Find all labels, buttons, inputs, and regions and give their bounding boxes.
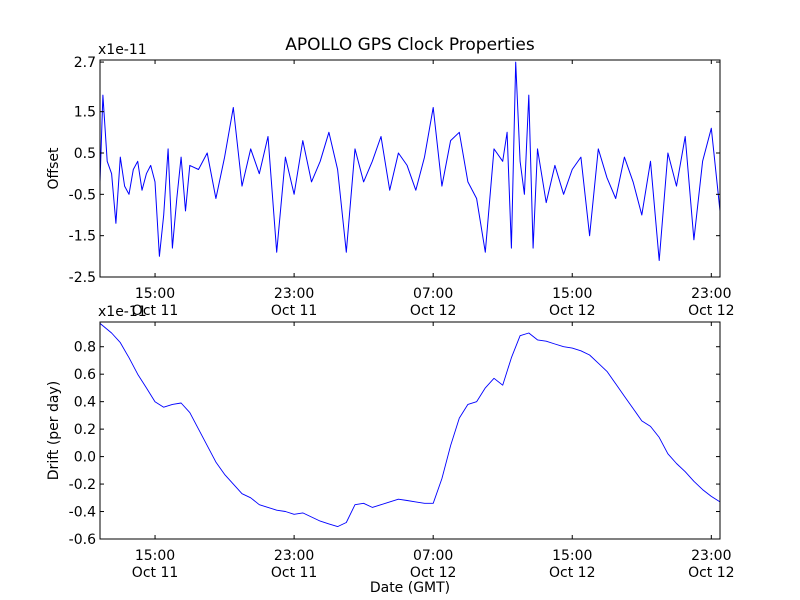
drift-ytick-label: -0.2 (69, 477, 96, 493)
drift-xtick-label: Oct 12 (410, 565, 456, 581)
offset-xtick-label: Oct 12 (688, 303, 734, 319)
offset-axes-frame (99, 59, 721, 278)
offset-ytick-label: 0.5 (74, 146, 96, 162)
offset-ytick-label: -0.5 (69, 187, 96, 203)
offset-xtick-label: 07:00 (413, 286, 453, 302)
offset-series-line (99, 61, 721, 261)
drift-xtick-label: 07:00 (413, 548, 453, 564)
figure-title: APOLLO GPS Clock Properties (285, 35, 535, 55)
drift-ytick-label: -0.4 (69, 505, 96, 521)
drift-ytick-label: -0.6 (69, 532, 96, 548)
offset-ylabel: Offset (46, 147, 62, 190)
drift-xtick-label: Oct 12 (549, 565, 595, 581)
drift-ylabel: Drift (per day) (46, 381, 62, 480)
drift-xtick-label: Oct 11 (132, 565, 178, 581)
drift-xtick-label: Oct 12 (688, 565, 734, 581)
drift-ytick-label: 0.2 (74, 422, 96, 438)
offset-xtick-label: Oct 11 (132, 303, 178, 319)
drift-xtick-label: 15:00 (552, 548, 592, 564)
drift-xtick-label: 23:00 (274, 548, 314, 564)
offset-ytick-label: -2.5 (69, 270, 96, 286)
offset-xtick-label: Oct 11 (271, 303, 317, 319)
offset-ytick-label: -1.5 (69, 229, 96, 245)
offset-ytick-label: 2.7 (74, 55, 96, 71)
drift-ytick-label: 0.4 (74, 395, 96, 411)
offset-xtick-label: 15:00 (552, 286, 592, 302)
offset-ytick-label: 1.5 (74, 105, 96, 121)
offset-xtick-label: Oct 12 (410, 303, 456, 319)
drift-xtick-label: Oct 11 (271, 565, 317, 581)
drift-axes-frame (99, 321, 721, 540)
drift-xlabel: Date (GMT) (370, 580, 450, 596)
drift-xtick-label: 23:00 (691, 548, 731, 564)
offset-xtick-label: 15:00 (135, 286, 175, 302)
drift-y-multiplier: x1e-11 (98, 304, 147, 320)
offset-xtick-label: Oct 12 (549, 303, 595, 319)
drift-series-line (99, 323, 721, 528)
offset-xtick-label: 23:00 (691, 286, 731, 302)
drift-xtick-label: 15:00 (135, 548, 175, 564)
drift-ytick-label: 0.8 (74, 340, 96, 356)
drift-ytick-label: 0.6 (74, 367, 96, 383)
drift-ytick-label: 0.0 (74, 450, 96, 466)
offset-y-multiplier: x1e-11 (98, 42, 147, 58)
offset-xtick-label: 23:00 (274, 286, 314, 302)
